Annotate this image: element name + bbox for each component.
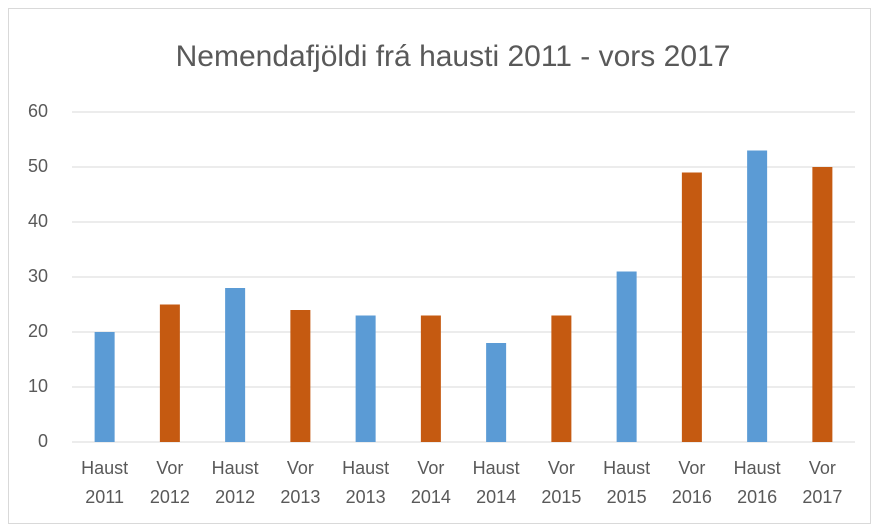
x-tick-line: Vor xyxy=(809,458,836,478)
y-tick-label: 60 xyxy=(28,101,48,121)
bar xyxy=(159,304,180,442)
chart-title: Nemendafjöldi frá hausti 2011 - vors 201… xyxy=(176,40,731,73)
x-tick-label: Haust 2012 xyxy=(212,458,259,507)
y-tick-label: 10 xyxy=(28,376,48,396)
x-tick-line: Haust xyxy=(603,458,650,478)
bar xyxy=(616,271,637,442)
x-tick-line: Vor xyxy=(156,458,183,478)
x-tick-label: Haust 2014 xyxy=(473,458,520,507)
x-tick-label: Vor 2012 xyxy=(150,458,190,507)
x-tick-line: Haust xyxy=(81,458,128,478)
x-tick-line: 2017 xyxy=(802,487,842,507)
bar xyxy=(681,172,702,442)
x-tick-label: Haust 2015 xyxy=(603,458,650,507)
x-tick-line: Haust xyxy=(734,458,781,478)
bar xyxy=(812,167,833,442)
x-tick-line: Haust xyxy=(212,458,259,478)
x-tick-line: Vor xyxy=(417,458,444,478)
bar xyxy=(290,310,311,442)
x-tick-line: 2016 xyxy=(737,487,777,507)
bar xyxy=(551,315,572,442)
bar xyxy=(747,150,768,442)
x-tick-line: 2014 xyxy=(411,487,451,507)
x-tick-line: 2015 xyxy=(607,487,647,507)
y-tick-label: 0 xyxy=(38,431,48,451)
x-tick-line: 2011 xyxy=(85,487,124,507)
y-tick-label: 30 xyxy=(28,266,48,286)
x-tick-line: 2014 xyxy=(476,487,516,507)
x-tick-label: Haust 2013 xyxy=(342,458,389,507)
x-tick-label: Vor 2014 xyxy=(411,458,451,507)
bar xyxy=(355,315,376,442)
y-tick-label: 50 xyxy=(28,156,48,176)
x-tick-line: Haust xyxy=(342,458,389,478)
x-tick-line: Vor xyxy=(678,458,705,478)
x-tick-label: Haust 2011 xyxy=(81,458,128,507)
x-tick-line: 2016 xyxy=(672,487,712,507)
x-tick-label: Vor 2013 xyxy=(280,458,320,507)
x-tick-line: 2013 xyxy=(280,487,320,507)
bar xyxy=(420,315,441,442)
x-tick-label: Vor 2016 xyxy=(672,458,712,507)
x-tick-label: Haust 2016 xyxy=(734,458,781,507)
x-tick-line: 2013 xyxy=(346,487,386,507)
bar xyxy=(94,332,115,442)
x-tick-line: Haust xyxy=(473,458,520,478)
x-tick-line: 2015 xyxy=(541,487,581,507)
x-tick-line: Vor xyxy=(287,458,314,478)
x-tick-line: 2012 xyxy=(215,487,255,507)
y-tick-label: 20 xyxy=(28,321,48,341)
y-tick-label: 40 xyxy=(28,211,48,231)
x-tick-line: 2012 xyxy=(150,487,190,507)
chart-frame xyxy=(8,8,871,524)
x-tick-label: Vor 2017 xyxy=(802,458,842,507)
x-tick-line: Vor xyxy=(548,458,575,478)
bar xyxy=(486,343,507,442)
x-tick-label: Vor 2015 xyxy=(541,458,581,507)
bar xyxy=(225,288,246,442)
